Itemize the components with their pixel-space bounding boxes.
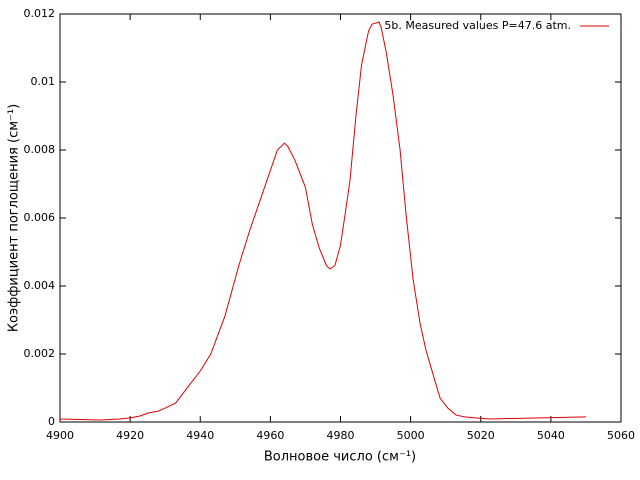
x-tick-label: 4960 (256, 429, 284, 442)
y-tick-label: 0.012 (24, 7, 56, 20)
x-tick-label: 4900 (46, 429, 74, 442)
x-tick-label: 4980 (327, 429, 355, 442)
y-tick-label: 0.002 (24, 347, 56, 360)
y-tick-label: 0.008 (24, 143, 56, 156)
y-tick-label: 0.01 (31, 75, 56, 88)
x-tick-label: 4940 (186, 429, 214, 442)
legend-label: 5b. Measured values P=47.6 atm. (384, 19, 571, 32)
y-tick-label: 0.004 (24, 279, 56, 292)
x-tick-label: 5020 (467, 429, 495, 442)
plot-frame (59, 13, 622, 423)
x-tick-label: 5000 (397, 429, 425, 442)
x-tick-label: 5060 (607, 429, 635, 442)
x-axis-label: Волновое число (см⁻¹) (264, 450, 416, 465)
y-axis-label: Коэффициент поглощения (см⁻¹) (7, 104, 22, 332)
x-tick-label: 5040 (537, 429, 565, 442)
x-tick-label: 4920 (116, 429, 144, 442)
data-line (59, 21, 586, 421)
y-tick-label: 0.006 (24, 211, 56, 224)
y-tick-label: 0 (48, 415, 55, 428)
